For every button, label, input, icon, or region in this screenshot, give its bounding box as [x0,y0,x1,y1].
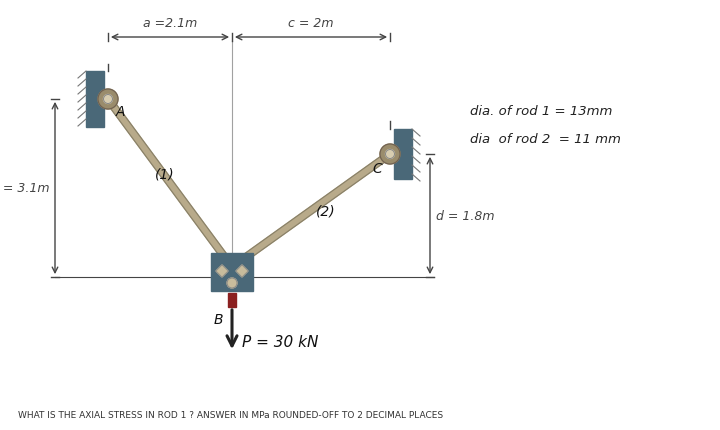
Polygon shape [236,265,248,277]
Text: (2): (2) [316,205,336,218]
Circle shape [385,150,395,159]
Text: B: B [214,312,223,326]
Bar [86,72,104,128]
Text: A: A [116,105,125,119]
Polygon shape [216,265,228,277]
Polygon shape [230,152,392,270]
Text: dia  of rod 2  = 11 mm: dia of rod 2 = 11 mm [470,133,621,146]
Text: P = 30 kN: P = 30 kN [242,335,318,350]
Circle shape [214,256,232,274]
Polygon shape [105,98,235,270]
Text: (1): (1) [155,168,175,181]
Circle shape [380,144,400,165]
Text: C: C [372,162,382,175]
Bar [394,130,412,180]
Text: WHAT IS THE AXIAL STRESS IN ROD 1 ? ANSWER IN MPa ROUNDED-OFF TO 2 DECIMAL PLACE: WHAT IS THE AXIAL STRESS IN ROD 1 ? ANSW… [18,410,443,419]
Text: c = 2m: c = 2m [288,17,334,30]
Bar [211,253,253,291]
Circle shape [98,90,118,110]
Text: b = 3.1m: b = 3.1m [0,182,49,195]
Bar [228,293,236,307]
Circle shape [227,278,237,289]
Text: dia. of rod 1 = 13mm: dia. of rod 1 = 13mm [470,105,613,118]
Text: d = 1.8m: d = 1.8m [436,209,495,222]
Circle shape [232,256,250,274]
Text: a =2.1m: a =2.1m [143,17,197,30]
Circle shape [104,95,112,104]
Circle shape [224,268,240,284]
